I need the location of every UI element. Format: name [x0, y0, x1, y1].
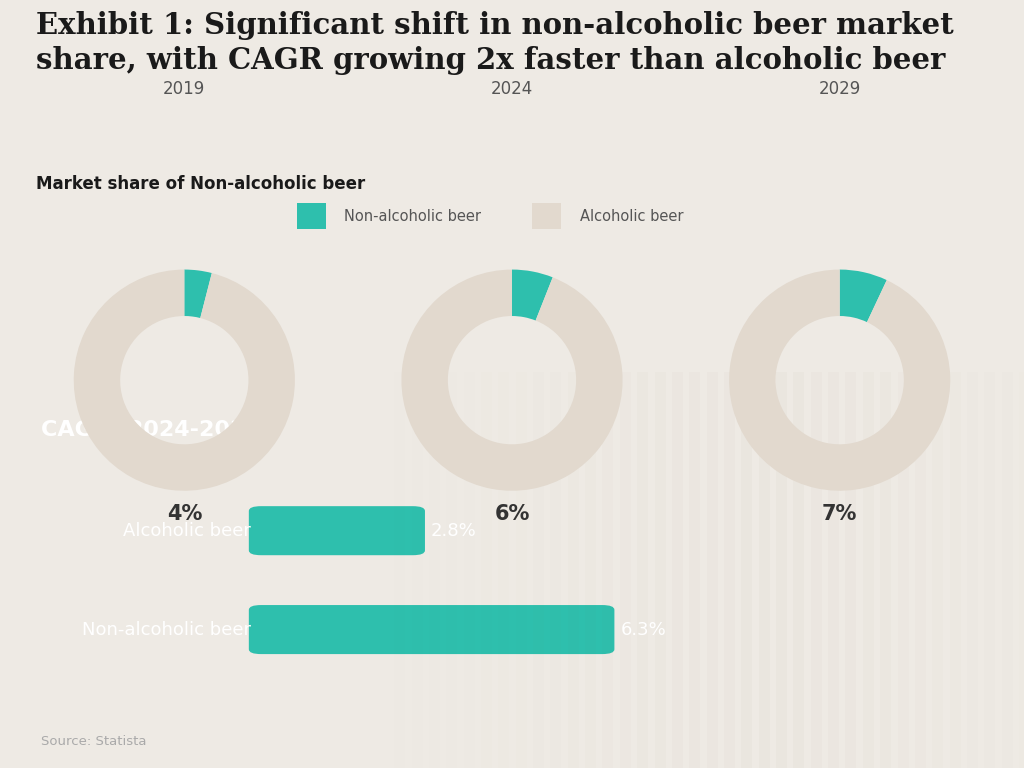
Text: Exhibit 1: Significant shift in non-alcoholic beer market
share, with CAGR growi: Exhibit 1: Significant shift in non-alco… [36, 12, 953, 75]
Text: CAGR (2024-2029): CAGR (2024-2029) [41, 420, 270, 440]
Text: Alcoholic beer: Alcoholic beer [123, 521, 251, 540]
Text: 4%: 4% [167, 504, 202, 524]
FancyBboxPatch shape [249, 506, 425, 555]
Text: 2024: 2024 [490, 80, 534, 98]
Text: Non-alcoholic beer: Non-alcoholic beer [344, 209, 481, 223]
Text: Alcoholic beer: Alcoholic beer [580, 209, 683, 223]
Text: 2029: 2029 [818, 80, 861, 98]
Text: Source: Statista: Source: Statista [41, 735, 146, 748]
Text: Non-alcoholic beer: Non-alcoholic beer [82, 621, 251, 638]
Wedge shape [401, 270, 623, 491]
FancyBboxPatch shape [249, 605, 614, 654]
Wedge shape [512, 270, 553, 320]
Wedge shape [729, 270, 950, 491]
Text: 2.8%: 2.8% [431, 521, 477, 540]
Wedge shape [184, 270, 212, 318]
Text: 2019: 2019 [163, 80, 206, 98]
Text: Market share of Non-alcoholic beer: Market share of Non-alcoholic beer [36, 175, 366, 193]
Wedge shape [840, 270, 887, 322]
FancyBboxPatch shape [532, 203, 561, 229]
Wedge shape [74, 270, 295, 491]
Text: 7%: 7% [822, 504, 857, 524]
FancyBboxPatch shape [297, 203, 326, 229]
Text: 6.3%: 6.3% [621, 621, 667, 638]
Text: 6%: 6% [495, 504, 529, 524]
